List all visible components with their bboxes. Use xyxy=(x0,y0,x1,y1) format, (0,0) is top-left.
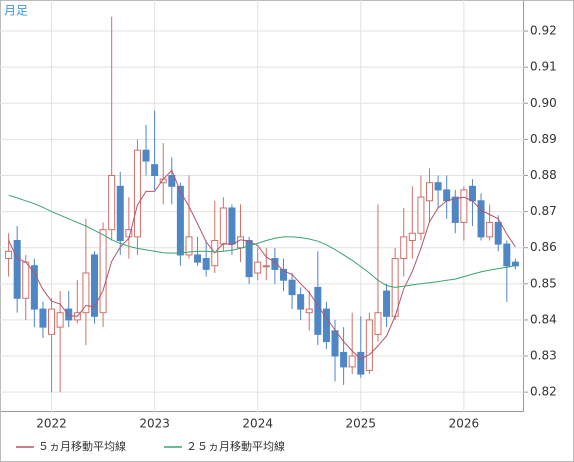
x-tick-label: 2023 xyxy=(139,417,170,431)
candle-body xyxy=(486,221,494,238)
candle-body xyxy=(477,200,485,238)
x-tick-label: 2024 xyxy=(242,417,273,431)
candle-body xyxy=(511,261,519,267)
candle-body xyxy=(434,182,442,191)
candle-body xyxy=(185,236,193,256)
candle-body xyxy=(5,250,13,260)
candle-body xyxy=(151,164,159,176)
y-tick-label: 0.82 xyxy=(530,385,557,399)
candle-body xyxy=(48,308,56,335)
moving-average-line xyxy=(8,194,516,288)
y-tick-label: 0.88 xyxy=(530,168,557,182)
candle-body xyxy=(65,308,73,321)
candle-body xyxy=(494,221,502,245)
candle-body xyxy=(400,236,408,260)
candle-body xyxy=(460,189,468,223)
candle-body xyxy=(468,185,476,202)
x-tick-label: 2022 xyxy=(36,417,67,431)
candle-body xyxy=(237,236,245,249)
candle-body xyxy=(39,308,47,328)
candle-body xyxy=(408,232,416,241)
x-tick-label: 2026 xyxy=(449,417,480,431)
legend-label: ５ヵ月移動平均線 xyxy=(38,439,126,453)
candle-body xyxy=(374,312,382,335)
candle-body xyxy=(503,243,511,267)
candle-body xyxy=(279,268,287,281)
y-tick-label: 0.83 xyxy=(530,349,557,363)
candle-body xyxy=(288,279,296,296)
candle-body xyxy=(90,254,98,317)
candle-body xyxy=(314,286,322,335)
y-tick-label: 0.87 xyxy=(530,204,557,218)
candle-body xyxy=(133,149,141,238)
y-tick-label: 0.90 xyxy=(530,96,557,110)
candle-body xyxy=(116,185,124,241)
candle-body xyxy=(228,207,236,245)
candle-body xyxy=(194,254,202,263)
candle-body xyxy=(13,239,21,299)
candle-body xyxy=(383,290,391,317)
candle-body xyxy=(331,330,339,357)
candle-body xyxy=(176,185,184,256)
candle-body xyxy=(348,355,356,368)
candle-body xyxy=(443,189,451,202)
y-tick-label: 0.89 xyxy=(530,132,557,146)
candle-body xyxy=(56,312,64,328)
y-tick-label: 0.91 xyxy=(530,60,557,74)
plot-area xyxy=(0,0,524,412)
candle-body xyxy=(340,351,348,368)
candle-body xyxy=(30,265,38,310)
candle-body xyxy=(426,182,434,202)
candle-body xyxy=(322,308,330,343)
y-tick-label: 0.92 xyxy=(530,24,557,38)
candle-body xyxy=(357,351,365,375)
y-tick-label: 0.86 xyxy=(530,240,557,254)
candle-body xyxy=(262,265,270,268)
y-tick-label: 0.84 xyxy=(530,312,557,326)
candle-body xyxy=(219,207,227,245)
candle-body xyxy=(365,319,373,371)
candle-body xyxy=(82,272,90,314)
x-tick-label: 2025 xyxy=(346,417,377,431)
candle-body xyxy=(142,149,150,162)
candle-body xyxy=(168,174,176,187)
y-tick-label: 0.85 xyxy=(530,276,557,290)
candle-body xyxy=(417,196,425,234)
candle-body xyxy=(22,261,30,299)
candle-body xyxy=(108,174,116,231)
candle-body xyxy=(271,258,279,270)
legend-label: ２５ヵ月移動平均線 xyxy=(186,439,285,453)
candle-body xyxy=(451,196,459,223)
candle-body xyxy=(305,308,313,314)
chart-label: 月足 xyxy=(4,4,28,18)
moving-average-line xyxy=(8,169,516,360)
candle-body xyxy=(297,294,305,310)
candle-body xyxy=(245,239,253,278)
candle-body xyxy=(254,261,262,274)
candle-body xyxy=(202,258,210,270)
candle-body xyxy=(99,229,107,314)
